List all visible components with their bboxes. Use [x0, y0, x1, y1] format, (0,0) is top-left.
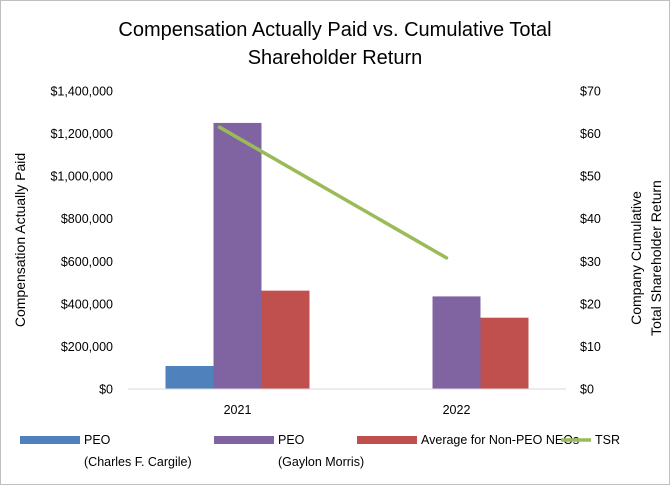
- y-tick-label: $0: [99, 383, 113, 397]
- y2-tick-label: $70: [580, 85, 601, 99]
- tsr-line: [217, 125, 449, 260]
- chart-title-line-2: Shareholder Return: [248, 47, 423, 69]
- y-tick-label: $1,200,000: [50, 127, 113, 141]
- y2-axis-title-line-1: Company Cumulative: [628, 191, 644, 325]
- legend-label-line-2: (Gaylon Morris): [278, 455, 364, 469]
- y-axis-title: Compensation Actually Paid: [12, 153, 28, 327]
- y2-axis-title-line-2: Total Shareholder Return: [648, 180, 664, 336]
- y2-tick-label: $60: [580, 127, 601, 141]
- y-tick-label: $400,000: [61, 297, 113, 311]
- y2-tick-label: $40: [580, 212, 601, 226]
- legend-label: TSR: [595, 433, 620, 447]
- legend-swatch: [357, 436, 417, 444]
- y-tick-label: $800,000: [61, 212, 113, 226]
- y2-tick-label: $0: [580, 383, 594, 397]
- y2-tick-label: $30: [580, 255, 601, 269]
- bar-series-1-2021: [213, 122, 262, 389]
- bar-series-1-2022: [432, 296, 481, 389]
- bar-series-2-2022: [480, 317, 529, 389]
- x-category-label: 2022: [443, 403, 471, 417]
- legend-swatch: [20, 436, 80, 444]
- chart-title-line-1: Compensation Actually Paid vs. Cumulativ…: [118, 19, 551, 41]
- bar-series-2-2021: [261, 290, 310, 389]
- legend-swatch: [214, 436, 274, 444]
- y-tick-label: $1,400,000: [50, 85, 113, 99]
- bar-series-0-2021: [165, 366, 214, 389]
- y2-tick-label: $20: [580, 297, 601, 311]
- y-tick-label: $600,000: [61, 255, 113, 269]
- legend-label-line-2: (Charles F. Cargile): [84, 455, 192, 469]
- x-category-label: 2021: [224, 403, 252, 417]
- y-tick-label: $200,000: [61, 340, 113, 354]
- legend-label: Average for Non-PEO NEOs: [421, 433, 579, 447]
- y2-tick-label: $10: [580, 340, 601, 354]
- legend-label: PEO: [84, 433, 111, 447]
- y-tick-label: $1,000,000: [50, 170, 113, 184]
- legend-label: PEO: [278, 433, 305, 447]
- y2-tick-label: $50: [580, 170, 601, 184]
